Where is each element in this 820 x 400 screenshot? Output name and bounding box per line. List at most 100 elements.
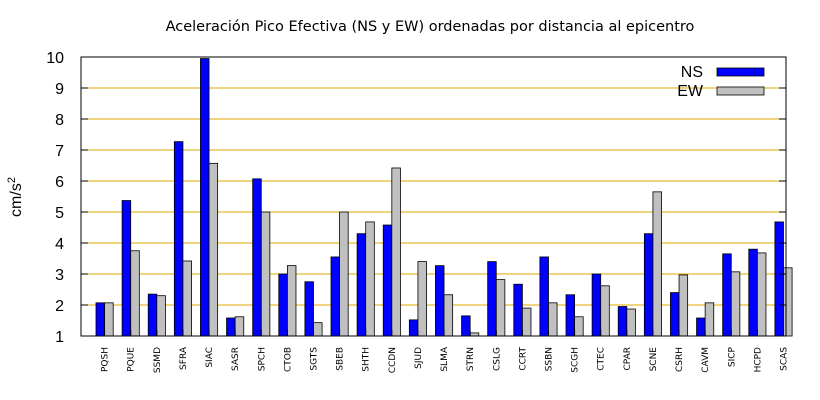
bar-ns-ssmd (147, 293, 158, 337)
x-tick-label: CAVM (701, 347, 711, 373)
bar-ew-scas (783, 267, 793, 337)
bars (95, 58, 793, 337)
bar-ns-cavm (696, 317, 706, 337)
bar-ns-scgh (565, 294, 576, 337)
legend-swatch-ew (716, 86, 765, 96)
x-tick-label: CSRH (675, 347, 685, 372)
x-tick-label: SCNE (649, 347, 659, 372)
x-tick-label: PQSH (101, 347, 111, 372)
x-tick-label: PQUE (127, 347, 137, 372)
y-tick-label: 8 (55, 112, 64, 129)
bar-ew-siac (208, 162, 219, 337)
x-tick-label: CPAR (623, 347, 633, 371)
bar-ns-spch (252, 178, 262, 337)
bar-ew-cpar (626, 308, 636, 337)
bar-ns-siac (200, 58, 210, 337)
bar-ns-csrh (670, 292, 680, 337)
bar-ew-hcpd (756, 252, 767, 337)
y-tick-label: 7 (55, 143, 64, 160)
x-tick-label: SPCH (257, 347, 267, 371)
bar-ew-sfra (182, 260, 192, 337)
bar-ew-scne (652, 191, 662, 337)
x-tick-label: SCGH (571, 347, 581, 373)
bar-ew-pqsh (104, 302, 114, 337)
x-tick-label: CCRT (518, 347, 528, 371)
bar-ns-pqsh (95, 302, 106, 337)
bar-ew-pque (130, 250, 140, 337)
legend: NS EW (677, 64, 765, 100)
x-tick-label: SGTS (309, 347, 319, 371)
y-tick-label: 4 (55, 236, 64, 253)
y-tick-label: 6 (55, 174, 64, 191)
x-axis-ticks: PQSH PQUE SSMD SFRA SIAC SASR SPCH CTOB SGTS SBEB… (101, 330, 789, 373)
y-tick-label: 5 (55, 205, 64, 222)
bar-ew-sasr (234, 316, 245, 337)
bar-ew-cslg (495, 279, 506, 337)
bar-ns-hcpd (748, 248, 758, 337)
x-tick-label: STRN (466, 347, 476, 371)
y-tick-label: 9 (55, 81, 64, 98)
bar-ns-scas (774, 221, 784, 337)
bar-ew-sgts (313, 322, 323, 337)
bar-ns-ccrt (513, 283, 523, 337)
chart-title: Aceleración Pico Efectiva (NS y EW) orde… (166, 19, 695, 35)
x-tick-label: CCDN (388, 347, 398, 373)
y-tick-label: 2 (55, 298, 64, 315)
bar-ns-ctec (591, 273, 602, 337)
y-axis-label-exponent: 2 (6, 177, 18, 183)
x-tick-label: CSLG (492, 347, 502, 371)
bar-ew-spch (260, 211, 271, 337)
bar-ns-sgts (304, 281, 314, 337)
bar-ns-slma (435, 265, 445, 337)
bar-ew-ctec (600, 285, 610, 337)
y-axis-ticks: 1 2 3 4 5 6 7 8 9 10 (46, 50, 786, 346)
legend-swatch-ns (716, 67, 765, 77)
x-tick-label: SSMD (153, 347, 163, 373)
y-tick-label: 1 (55, 329, 64, 346)
bar-ns-shth (356, 233, 367, 337)
y-tick-label: 10 (46, 50, 64, 67)
bar-ew-sbeb (339, 211, 349, 337)
grid-lines (81, 87, 786, 306)
bar-ns-scne (643, 233, 654, 337)
bar-ew-ssmd (156, 295, 166, 337)
bar-ew-slma (443, 294, 454, 337)
bar-ns-ssbn (539, 256, 549, 337)
x-tick-label: CTEC (597, 347, 607, 371)
x-tick-label: SFRA (179, 346, 189, 370)
bar-ew-shth (365, 221, 375, 337)
x-tick-label: SICP (727, 346, 737, 367)
x-tick-label: SIAC (205, 347, 215, 368)
y-axis-label: cm/s2 (6, 177, 25, 217)
x-tick-label: SCAS (779, 347, 789, 371)
bar-ns-cpar (617, 306, 628, 337)
bar-ew-scgh (574, 316, 584, 337)
bar-ns-strn (461, 315, 471, 337)
bar-ns-ctob (278, 273, 288, 337)
bar-ew-ctob (286, 265, 297, 337)
bar-ew-cavm (704, 302, 715, 337)
plot-frame (80, 56, 787, 337)
y-tick-label: 3 (55, 267, 64, 284)
x-tick-label: SJUD (414, 347, 424, 369)
legend-label-ns: NS (681, 64, 703, 81)
x-tick-label: SSBN (544, 347, 554, 371)
bar-ns-sicp (722, 253, 732, 337)
bar-ns-sasr (226, 317, 236, 337)
x-tick-label: CTOB (283, 347, 293, 372)
bar-ew-sicp (730, 271, 741, 337)
y-axis-label-unit: cm/s (8, 183, 25, 217)
x-tick-label: SHTH (362, 347, 372, 372)
bar-ns-pque (121, 200, 132, 337)
bar-ns-cslg (487, 261, 497, 337)
bar-ns-sjud (408, 319, 419, 337)
legend-label-ew: EW (677, 83, 704, 100)
bar-ew-ccrt (521, 307, 532, 337)
bar-ew-ccdn (391, 167, 401, 337)
x-tick-label: SASR (231, 347, 241, 371)
bar-ns-sfra (173, 141, 184, 337)
x-tick-label: HCPD (753, 347, 763, 372)
bar-ns-sbeb (330, 256, 341, 337)
bar-ns-ccdn (382, 224, 393, 337)
